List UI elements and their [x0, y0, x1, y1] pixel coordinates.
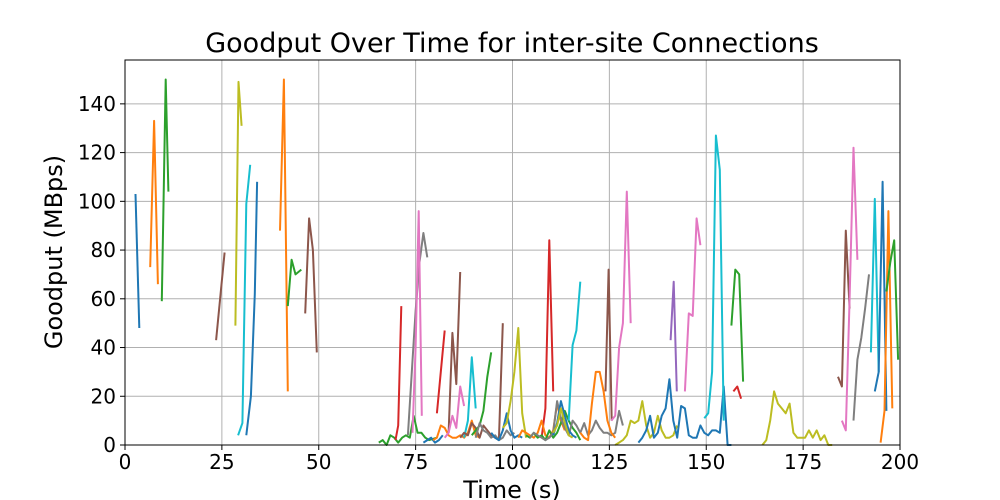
series-line-10 — [378, 414, 438, 446]
y-tick-label: 100 — [78, 189, 116, 213]
series-line-44 — [840, 146, 859, 432]
series-line-17 — [432, 419, 481, 441]
chart-title: Goodput Over Time for inter-site Connect… — [205, 28, 819, 59]
y-tick-label: 120 — [78, 141, 116, 165]
series-line-23 — [490, 412, 523, 442]
series-line-6 — [245, 181, 259, 436]
series-line-8 — [286, 258, 302, 307]
x-tick-label: 125 — [590, 450, 628, 474]
x-tick-label: 50 — [306, 450, 331, 474]
y-axis-ticks: 0 20 40 60 80 100 120 140 — [78, 92, 125, 457]
series-line-46 — [869, 197, 880, 372]
y-tick-label: 60 — [91, 287, 116, 311]
plot-area — [134, 78, 900, 446]
y-axis-label: Goodput (MBps) — [40, 155, 68, 349]
x-axis-ticks: 0 25 50 75 100 125 150 175 200 — [119, 445, 919, 474]
series-line-5 — [237, 164, 252, 436]
series-line-18 — [443, 385, 466, 439]
y-tick-label: 40 — [91, 336, 116, 360]
series-line-41 — [732, 385, 743, 399]
x-tick-label: 200 — [881, 450, 919, 474]
y-tick-label: 0 — [103, 433, 116, 457]
x-tick-label: 75 — [403, 450, 428, 474]
series-line-31 — [552, 407, 574, 439]
x-tick-label: 0 — [119, 450, 132, 474]
series-line-32 — [579, 370, 616, 442]
series-line-47 — [873, 180, 888, 411]
series-line-4 — [234, 80, 243, 326]
series-line-48 — [879, 210, 894, 443]
series-line-0 — [134, 193, 141, 329]
series-line-13 — [411, 210, 423, 433]
series-line-24 — [502, 327, 528, 438]
series-line-28 — [529, 400, 624, 442]
x-axis-label: Time (s) — [462, 476, 561, 500]
series-line-35 — [614, 400, 679, 446]
series-line-40 — [730, 268, 745, 382]
x-tick-label: 25 — [209, 450, 234, 474]
series-line-42 — [761, 390, 833, 446]
series-line-49 — [885, 239, 900, 360]
series-line-2 — [160, 78, 170, 302]
series-line-38 — [683, 217, 702, 392]
y-tick-label: 80 — [91, 238, 116, 262]
y-tick-label: 20 — [91, 384, 116, 408]
series-line-15 — [435, 330, 446, 414]
series-line-34 — [610, 190, 632, 422]
x-tick-label: 100 — [493, 450, 531, 474]
series-line-19 — [463, 356, 477, 438]
series-line-14 — [422, 434, 444, 444]
series-line-25 — [540, 239, 555, 438]
series-line-30 — [567, 281, 582, 421]
y-tick-label: 140 — [78, 92, 116, 116]
x-tick-label: 175 — [784, 450, 822, 474]
series-line-39 — [703, 134, 725, 421]
series-line-16 — [447, 271, 462, 433]
x-tick-label: 150 — [687, 450, 725, 474]
series-line-45 — [852, 274, 870, 421]
series-line-33 — [604, 268, 613, 421]
series-line-3 — [215, 252, 226, 341]
series-line-36 — [637, 378, 732, 446]
series-line-43 — [837, 229, 851, 388]
series-line-7 — [279, 78, 289, 392]
series-line-21 — [471, 352, 493, 436]
series-line-37 — [669, 280, 678, 392]
series-line-22 — [474, 422, 515, 442]
series-line-11 — [394, 306, 403, 441]
series-line-1 — [149, 119, 159, 285]
series-line-9 — [304, 217, 318, 353]
